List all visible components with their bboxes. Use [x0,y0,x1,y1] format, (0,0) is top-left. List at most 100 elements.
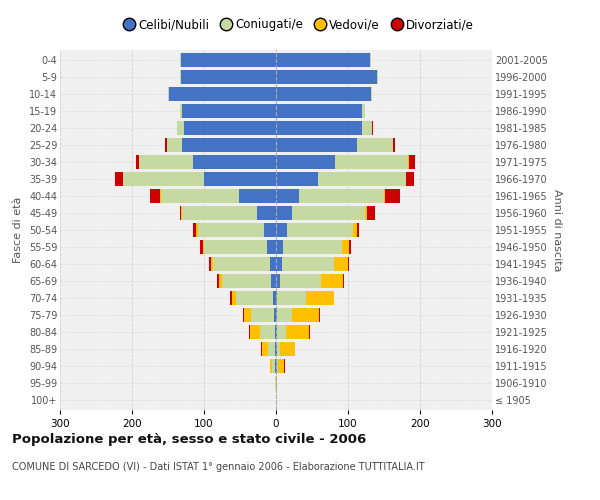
Bar [181,53,276,67]
Bar [276,172,318,186]
Bar [277,308,292,322]
Bar [353,223,356,237]
Bar [278,359,284,373]
Bar [280,274,322,288]
Bar [276,240,283,254]
Bar [204,240,268,254]
Bar [292,308,319,322]
Bar [362,121,373,135]
Bar [264,223,276,237]
Bar [276,223,287,237]
Bar [276,257,282,271]
Bar [276,70,377,84]
Bar [276,206,292,220]
Y-axis label: Anni di nascita: Anni di nascita [551,188,562,271]
Bar [169,87,276,101]
Bar [276,359,277,373]
Bar [269,257,276,271]
Bar [409,155,415,169]
Bar [219,274,222,288]
Bar [356,138,392,152]
Bar [343,274,344,288]
Bar [277,291,306,305]
Bar [182,206,257,220]
Bar [269,359,272,373]
Bar [251,308,274,322]
Bar [272,359,275,373]
Bar [335,155,409,169]
Bar [276,274,280,288]
Bar [268,240,276,254]
Bar [243,308,244,322]
Bar [160,189,161,203]
Bar [280,342,295,356]
Bar [115,172,122,186]
Bar [122,172,124,186]
Bar [176,121,178,135]
Bar [209,257,211,271]
Bar [392,138,395,152]
Bar [276,376,277,390]
Bar [268,342,275,356]
Bar [217,274,219,288]
Bar [322,274,343,288]
Bar [136,155,139,169]
Bar [367,206,374,220]
Bar [342,240,349,254]
Bar [319,308,320,322]
Bar [232,291,236,305]
Bar [370,53,371,67]
Bar [306,291,334,305]
Bar [385,189,400,203]
Bar [349,240,351,254]
Legend: Celibi/Nubili, Coniugati/e, Vedovi/e, Divorziati/e: Celibi/Nubili, Coniugati/e, Vedovi/e, Di… [122,14,478,36]
Text: Popolazione per età, sesso e stato civile - 2006: Popolazione per età, sesso e stato civil… [12,432,366,446]
Bar [271,274,276,288]
Bar [181,70,276,84]
Bar [287,223,353,237]
Bar [362,104,365,118]
Bar [244,308,251,322]
Bar [334,257,348,271]
Bar [179,70,181,84]
Bar [261,342,262,356]
Bar [286,325,309,339]
Bar [165,138,167,152]
Bar [276,104,362,118]
Bar [236,291,273,305]
Bar [214,257,269,271]
Bar [282,257,334,271]
Bar [276,291,277,305]
Bar [197,223,264,237]
Text: COMUNE DI SARCEDO (VI) - Dati ISTAT 1° gennaio 2006 - Elaborazione TUTTITALIA.IT: COMUNE DI SARCEDO (VI) - Dati ISTAT 1° g… [12,462,425,472]
Bar [384,189,385,203]
Bar [182,104,276,118]
Bar [275,325,276,339]
Bar [257,206,276,220]
Bar [181,206,182,220]
Y-axis label: Fasce di età: Fasce di età [13,197,23,263]
Bar [371,87,373,101]
Bar [150,189,160,203]
Bar [365,206,367,220]
Bar [276,308,277,322]
Bar [178,121,184,135]
Bar [276,87,371,101]
Bar [179,206,181,220]
Bar [230,291,232,305]
Bar [275,359,276,373]
Bar [262,342,268,356]
Bar [277,359,278,373]
Bar [276,121,362,135]
Bar [277,325,286,339]
Bar [184,121,276,135]
Bar [168,87,169,101]
Bar [200,240,203,254]
Bar [211,257,214,271]
Bar [182,138,276,152]
Bar [275,342,276,356]
Bar [196,223,197,237]
Bar [377,70,378,84]
Bar [139,155,193,169]
Bar [348,257,349,271]
